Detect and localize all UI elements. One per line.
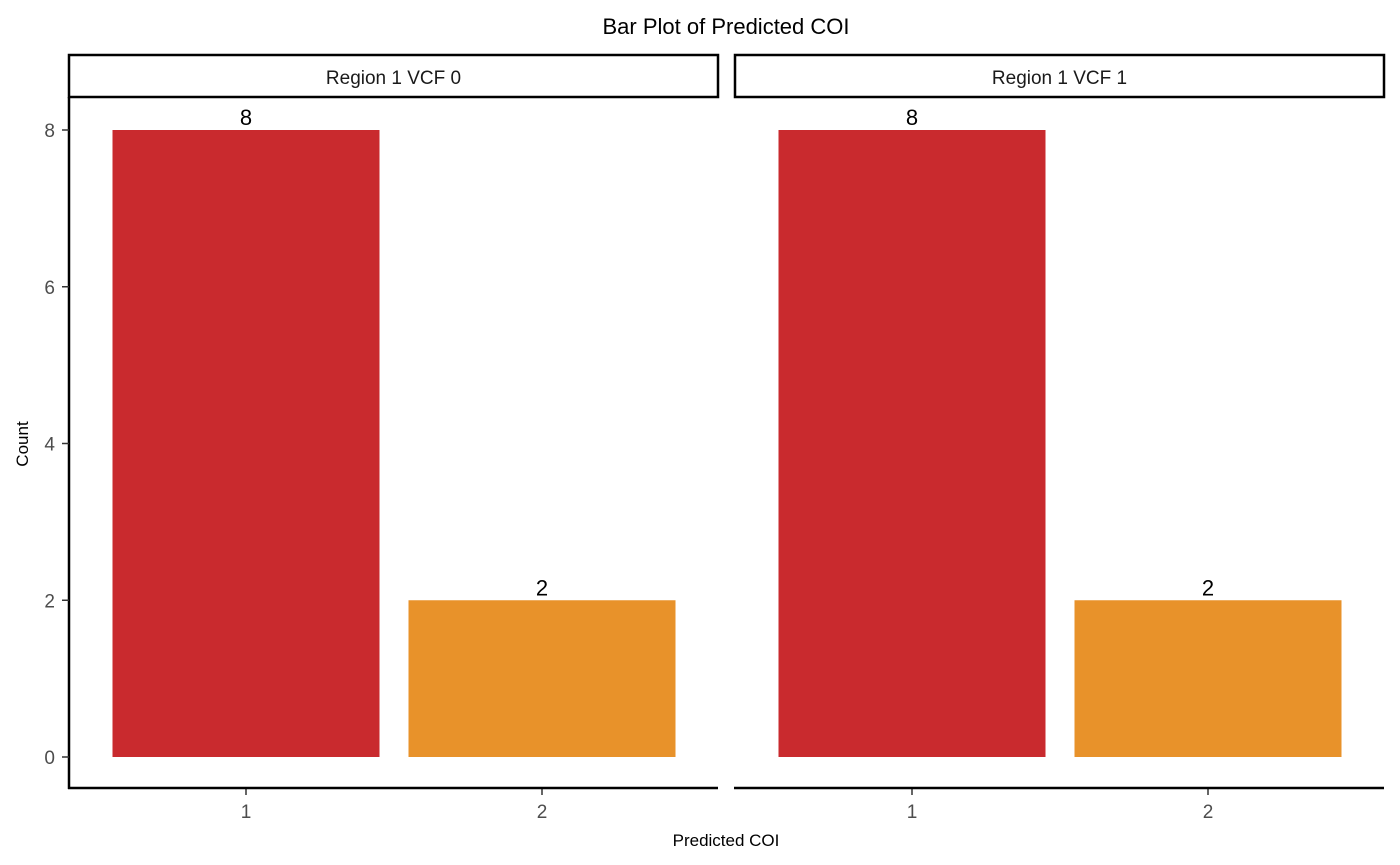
bar-value-label: 8 [240, 105, 252, 130]
chart-title: Bar Plot of Predicted COI [603, 14, 850, 39]
bar [408, 600, 676, 757]
x-tick-label: 2 [1203, 802, 1214, 823]
bar [778, 130, 1046, 757]
bar-value-label: 2 [1202, 575, 1214, 600]
x-axis-title: Predicted COI [673, 831, 780, 850]
facet-strip-label: Region 1 VCF 1 [992, 68, 1127, 89]
facet-strip [733, 53, 1386, 99]
y-tick-label: 4 [44, 435, 55, 456]
bar [112, 130, 380, 757]
facet-strip-label: Region 1 VCF 0 [326, 68, 461, 89]
facet-strip [67, 53, 720, 99]
x-tick-label: 1 [907, 802, 918, 823]
y-tick-label: 2 [44, 591, 55, 612]
bar-value-label: 8 [906, 105, 918, 130]
facet-panel: Region 1 VCF 1 8 1 2 2 [733, 53, 1386, 823]
x-tick-label: 1 [241, 802, 252, 823]
facet-panel: Region 1 VCF 0 8 1 2 2 0 2 4 6 8 [44, 53, 720, 823]
y-axis-title: Count [13, 421, 32, 467]
bar-value-label: 2 [536, 575, 548, 600]
bar [1074, 600, 1342, 757]
y-tick-label: 8 [44, 121, 55, 142]
x-tick-label: 2 [537, 802, 548, 823]
y-tick-label: 0 [44, 748, 55, 769]
y-tick-label: 6 [44, 278, 55, 299]
